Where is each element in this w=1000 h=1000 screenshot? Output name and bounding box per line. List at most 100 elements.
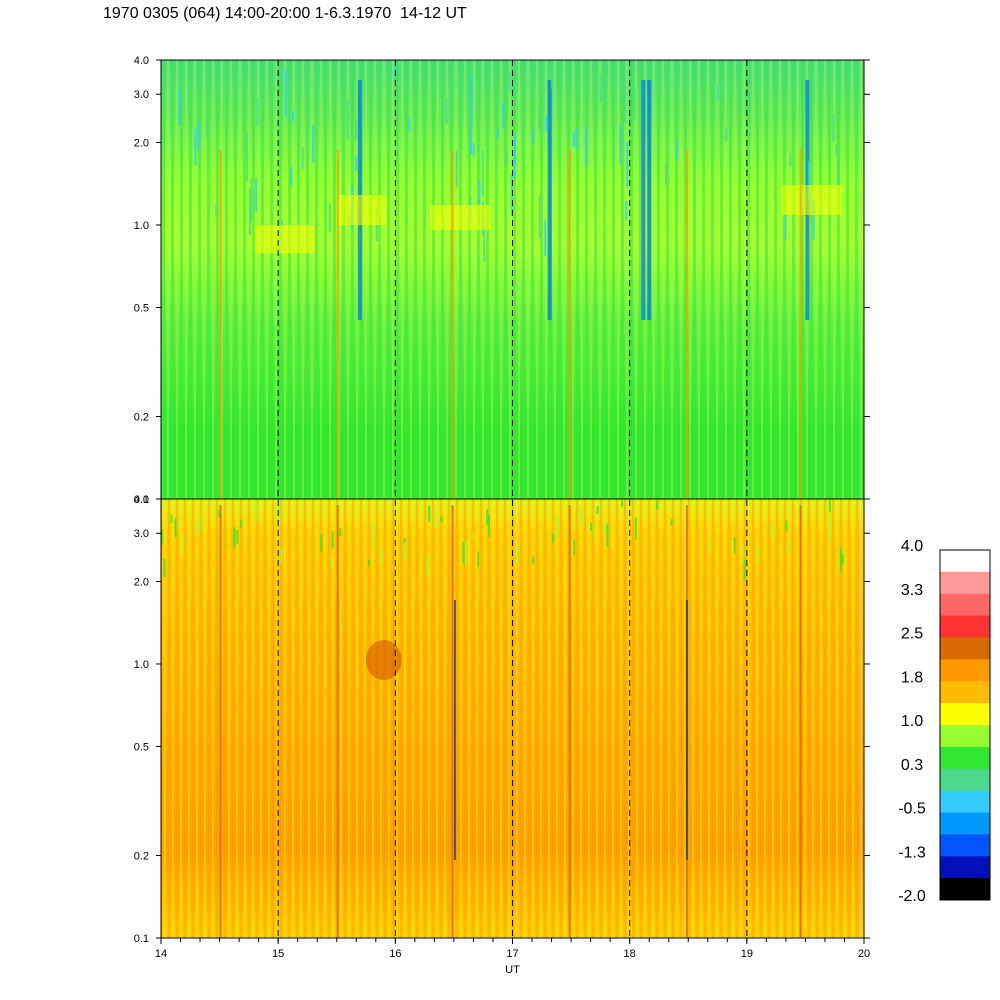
bottom-green-fleck — [828, 518, 831, 542]
bottom-green-fleck — [487, 515, 490, 537]
top-cyan-streak — [599, 75, 602, 102]
bottom-green-fleck — [465, 540, 468, 566]
top-cyan-streak — [469, 122, 472, 154]
top-cyan-streak — [279, 67, 282, 82]
top-cyan-streak — [624, 86, 627, 124]
bottom-green-fleck — [161, 529, 164, 545]
top-orange-vertical-band — [568, 150, 571, 499]
y-tick-label: 3.0 — [134, 528, 149, 540]
top-cyan-streak — [301, 146, 304, 170]
y-tick-label: 4.0 — [134, 494, 149, 506]
bottom-green-fleck — [596, 505, 599, 514]
x-tick-label: 19 — [741, 948, 753, 960]
top-blue-streak — [647, 80, 652, 320]
bottom-green-fleck — [403, 542, 406, 560]
top-cyan-streak — [725, 127, 728, 142]
top-cyan-streak — [619, 124, 622, 165]
top-cyan-streak — [575, 127, 578, 150]
bottom-green-fleck — [593, 525, 596, 542]
colorbar-segment — [940, 550, 990, 573]
bottom-green-fleck — [841, 553, 844, 565]
top-cyan-streak — [807, 161, 810, 203]
colorbar — [939, 549, 991, 901]
bottom-green-fleck — [368, 559, 371, 567]
top-cyan-streak — [472, 143, 475, 157]
x-tick-label: 20 — [858, 948, 870, 960]
bottom-green-fleck — [733, 536, 736, 554]
bottom-green-fleck — [589, 523, 592, 531]
colorbar-label: -0.5 — [898, 801, 926, 818]
top-cyan-streak — [478, 180, 481, 204]
bottom-green-fleck — [634, 517, 637, 540]
bottom-green-fleck — [380, 549, 383, 565]
bottom-dark-vertical-band — [568, 505, 571, 938]
colorbar-segment — [940, 681, 990, 704]
top-cyan-streak — [789, 152, 792, 167]
top-cyan-streak — [545, 114, 548, 132]
colorbar-segment — [940, 768, 990, 792]
x-tick-label: 18 — [624, 948, 636, 960]
top-cyan-streak — [550, 65, 553, 89]
top-cyan-streak — [245, 133, 248, 182]
y-tick-label: 2.0 — [134, 137, 149, 149]
top-yellow-patch — [336, 195, 387, 225]
top-cyan-streak — [505, 151, 508, 167]
top-cyan-streak — [584, 126, 587, 167]
bottom-green-fleck — [516, 545, 519, 564]
top-cyan-streak — [514, 133, 517, 179]
top-cyan-streak — [408, 118, 411, 132]
top-cyan-streak — [744, 90, 747, 115]
bottom-green-fleck — [280, 547, 283, 566]
bottom-green-fleck — [428, 505, 431, 522]
top-cyan-streak — [178, 86, 181, 125]
top-cyan-streak — [206, 118, 209, 139]
top-cyan-streak — [215, 202, 218, 217]
top-cyan-streak — [255, 177, 258, 212]
bottom-green-fleck — [218, 508, 221, 518]
bottom-green-fleck — [604, 522, 607, 535]
top-cyan-streak — [312, 124, 315, 163]
chart-title: 1970 0305 (064) 14:00-20:00 1-6.3.1970 1… — [103, 5, 467, 22]
y-tick-label: 0.5 — [134, 302, 149, 314]
top-cyan-streak — [538, 194, 541, 239]
y-tick-label: 3.0 — [134, 89, 149, 101]
top-cyan-streak — [470, 74, 473, 123]
top-cyan-streak — [835, 144, 838, 156]
top-yellow-patch — [781, 185, 842, 215]
colorbar-segment — [940, 878, 990, 901]
bottom-green-fleck — [331, 531, 334, 549]
colorbar-label: 3.3 — [901, 582, 923, 599]
colorbar-segment — [940, 593, 990, 617]
bottom-green-fleck — [181, 533, 184, 554]
bottom-green-fleck — [741, 544, 744, 562]
bottom-green-fleck — [462, 542, 465, 564]
x-tick-label: 14 — [155, 948, 167, 960]
top-cyan-streak — [544, 220, 547, 256]
bottom-green-fleck — [670, 519, 673, 526]
top-cyan-streak — [248, 188, 251, 235]
top-cyan-streak — [675, 140, 678, 160]
bottom-green-fleck — [552, 534, 555, 543]
top-blue-streak — [547, 80, 552, 320]
top-cyan-streak — [716, 83, 719, 101]
top-cyan-streak — [455, 150, 458, 187]
bottom-dark-vertical-band — [219, 505, 222, 938]
bottom-green-fleck — [278, 500, 281, 524]
bottom-green-fleck — [170, 514, 173, 524]
top-orange-vertical-band — [799, 150, 802, 499]
bottom-green-fleck — [240, 519, 243, 528]
colorbar-segment — [940, 703, 990, 726]
bottom-green-fleck — [787, 540, 790, 554]
top-cyan-streak — [633, 87, 636, 120]
bottom-green-fleck — [709, 541, 712, 552]
top-orange-vertical-band — [451, 150, 454, 499]
bottom-green-fleck — [200, 515, 203, 532]
top-cyan-streak — [812, 199, 815, 240]
top-cyan-streak — [626, 141, 629, 189]
colorbar-label: 4.0 — [901, 538, 923, 555]
bottom-blue-thin-streak — [453, 600, 456, 860]
bottom-green-fleck — [440, 517, 443, 524]
bottom-green-fleck — [532, 556, 535, 565]
colorbar-segment — [940, 790, 990, 813]
